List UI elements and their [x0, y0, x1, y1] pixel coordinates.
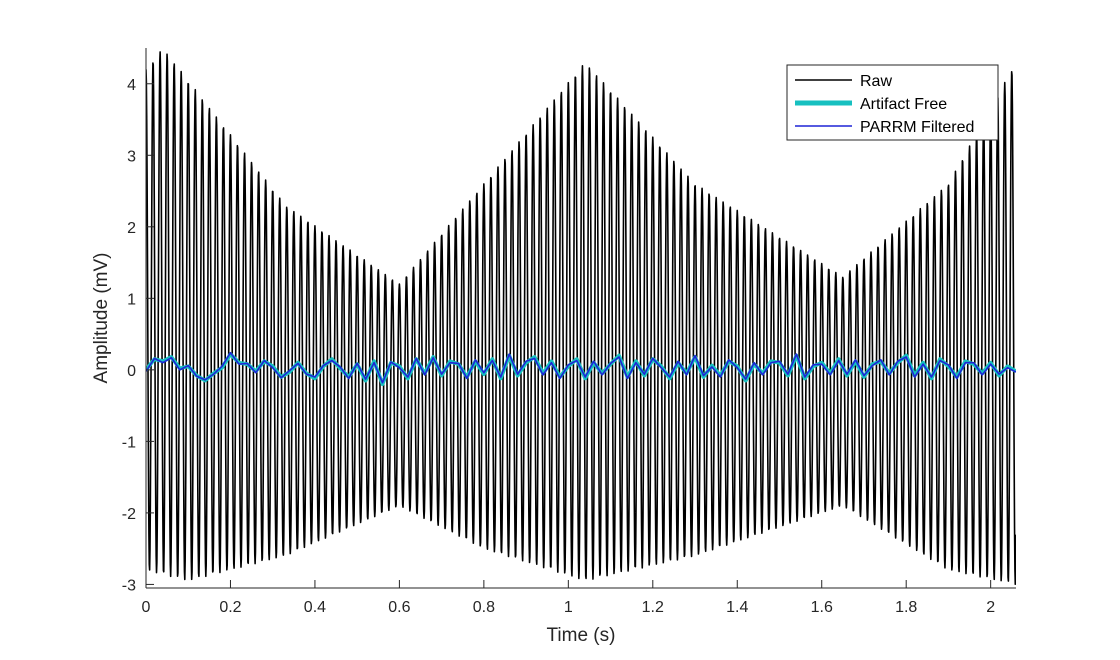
series-parrm-filtered-line [146, 351, 1016, 384]
legend-item-artifact-free: Artifact Free [795, 96, 947, 113]
legend-label: Raw [860, 73, 892, 90]
y-tick-label: -3 [122, 577, 136, 594]
x-tick-label: 1.2 [642, 599, 664, 616]
series-layer [146, 51, 1016, 586]
y-tick-label: 0 [127, 363, 136, 380]
legend-item-parrm-filtered: PARRM Filtered [795, 119, 974, 136]
x-tick-label: 0.2 [219, 599, 241, 616]
legend-items: Raw Artifact Free PARRM Filtered [795, 73, 974, 136]
x-tick-label: 1.8 [895, 599, 917, 616]
x-tick-label: 1 [564, 599, 573, 616]
y-tick-label: -2 [122, 506, 136, 523]
y-tick-label: -1 [122, 434, 136, 451]
x-axis-title: Time (s) [547, 625, 616, 646]
y-tick-label: 4 [127, 77, 136, 94]
legend-item-raw: Raw [795, 73, 892, 90]
legend: Raw Artifact Free PARRM Filtered [786, 64, 999, 141]
y-tick-label: 2 [127, 220, 136, 237]
legend-label: Artifact Free [860, 96, 947, 113]
x-tick-label: 0 [142, 599, 151, 616]
x-tick-label: 1.4 [726, 599, 748, 616]
y-tick-label: 1 [127, 291, 136, 308]
axes-layer: 0 0.2 0.4 0.6 0.8 1 1.2 1.4 1.6 1.8 2 -3 -2 -1 0 1 2 3 4 [122, 48, 1016, 616]
series-raw-line [146, 51, 1016, 586]
legend-label: PARRM Filtered [860, 119, 974, 136]
x-tick-label: 2 [986, 599, 995, 616]
y-tick-label: 3 [127, 148, 136, 165]
x-tick-label: 1.6 [811, 599, 833, 616]
x-tick-label: 0.8 [473, 599, 495, 616]
x-tick-label: 0.4 [304, 599, 326, 616]
y-axis-title: Amplitude (mV) [91, 253, 112, 384]
x-tick-label: 0.6 [388, 599, 410, 616]
